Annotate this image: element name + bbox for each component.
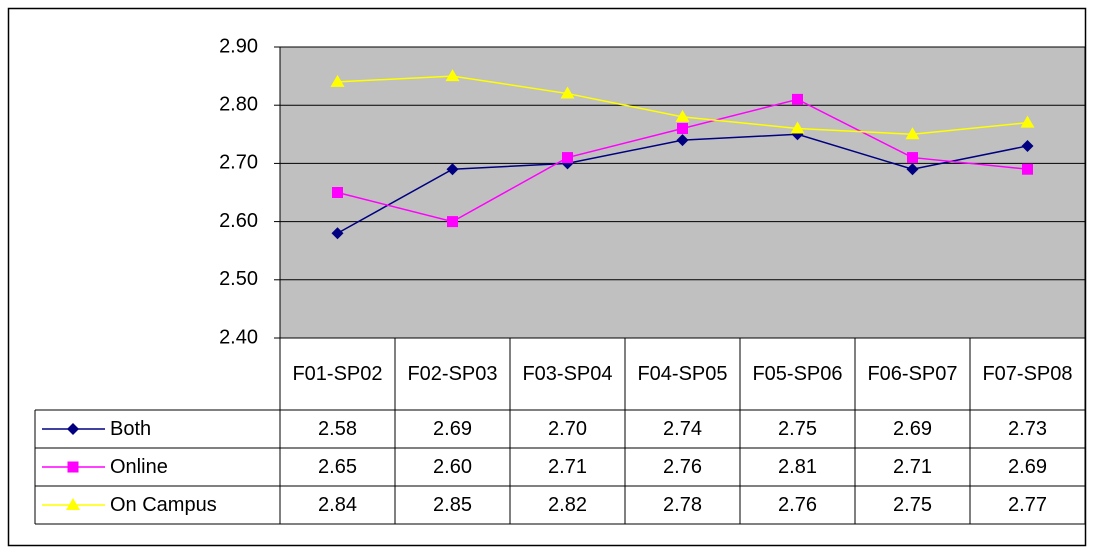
data-point (676, 134, 689, 147)
table-value: 2.58 (318, 418, 357, 440)
data-point (331, 227, 344, 240)
table-value: 2.77 (1008, 494, 1047, 516)
data-point (675, 109, 690, 122)
table-value: 2.75 (893, 494, 932, 516)
legend-marker (67, 423, 79, 435)
data-point (1021, 139, 1034, 152)
table-value: 2.85 (433, 494, 472, 516)
table-value: 2.84 (318, 494, 357, 516)
legend-marker (67, 461, 79, 473)
table-value: 2.74 (663, 418, 702, 440)
table-value: 2.75 (778, 418, 817, 440)
legend-label: Both (110, 418, 152, 440)
legend-label: Online (110, 456, 168, 478)
plot-area (279, 46, 1086, 339)
data-point (332, 187, 343, 198)
table-value: 2.69 (893, 418, 932, 440)
category-label: F03-SP04 (522, 363, 613, 385)
legend-marker (66, 498, 80, 510)
table-value: 2.76 (778, 494, 817, 516)
table-value: 2.78 (663, 494, 702, 516)
table-value: 2.70 (548, 418, 587, 440)
table-value: 2.65 (318, 456, 357, 478)
data-point (445, 69, 460, 82)
category-label: F07-SP08 (982, 363, 1073, 385)
legend-label: On Campus (110, 494, 217, 516)
table-value: 2.76 (663, 456, 702, 478)
data-point (905, 127, 920, 140)
data-point (1022, 163, 1033, 175)
data-point (790, 121, 805, 134)
category-label: F01-SP02 (292, 363, 383, 385)
y-tick-label: 2.90 (219, 35, 258, 57)
y-tick-label: 2.80 (219, 93, 258, 115)
table-value: 2.60 (433, 456, 472, 478)
table-value: 2.81 (778, 456, 817, 478)
table-value: 2.82 (548, 494, 587, 516)
data-point (562, 152, 573, 164)
table-value: 2.73 (1008, 418, 1047, 440)
data-point (1020, 115, 1035, 128)
table-value: 2.71 (893, 456, 932, 478)
data-point (677, 122, 688, 134)
data-point (446, 163, 459, 176)
data-point (907, 152, 918, 164)
y-tick-label: 2.70 (219, 152, 258, 174)
category-label: F05-SP06 (752, 363, 843, 385)
data-point (330, 74, 345, 87)
category-label: F04-SP05 (637, 363, 728, 385)
data-point (906, 163, 919, 176)
category-label: F02-SP03 (407, 363, 498, 385)
table-value: 2.69 (433, 418, 472, 440)
y-tick-label: 2.40 (219, 326, 258, 348)
data-point (792, 93, 803, 105)
y-tick-label: 2.50 (219, 268, 258, 290)
category-label: F06-SP07 (867, 363, 958, 385)
table-value: 2.69 (1008, 456, 1047, 478)
y-tick-label: 2.60 (219, 210, 258, 232)
data-point (560, 86, 575, 99)
data-point (447, 216, 458, 228)
table-value: 2.71 (548, 456, 587, 478)
